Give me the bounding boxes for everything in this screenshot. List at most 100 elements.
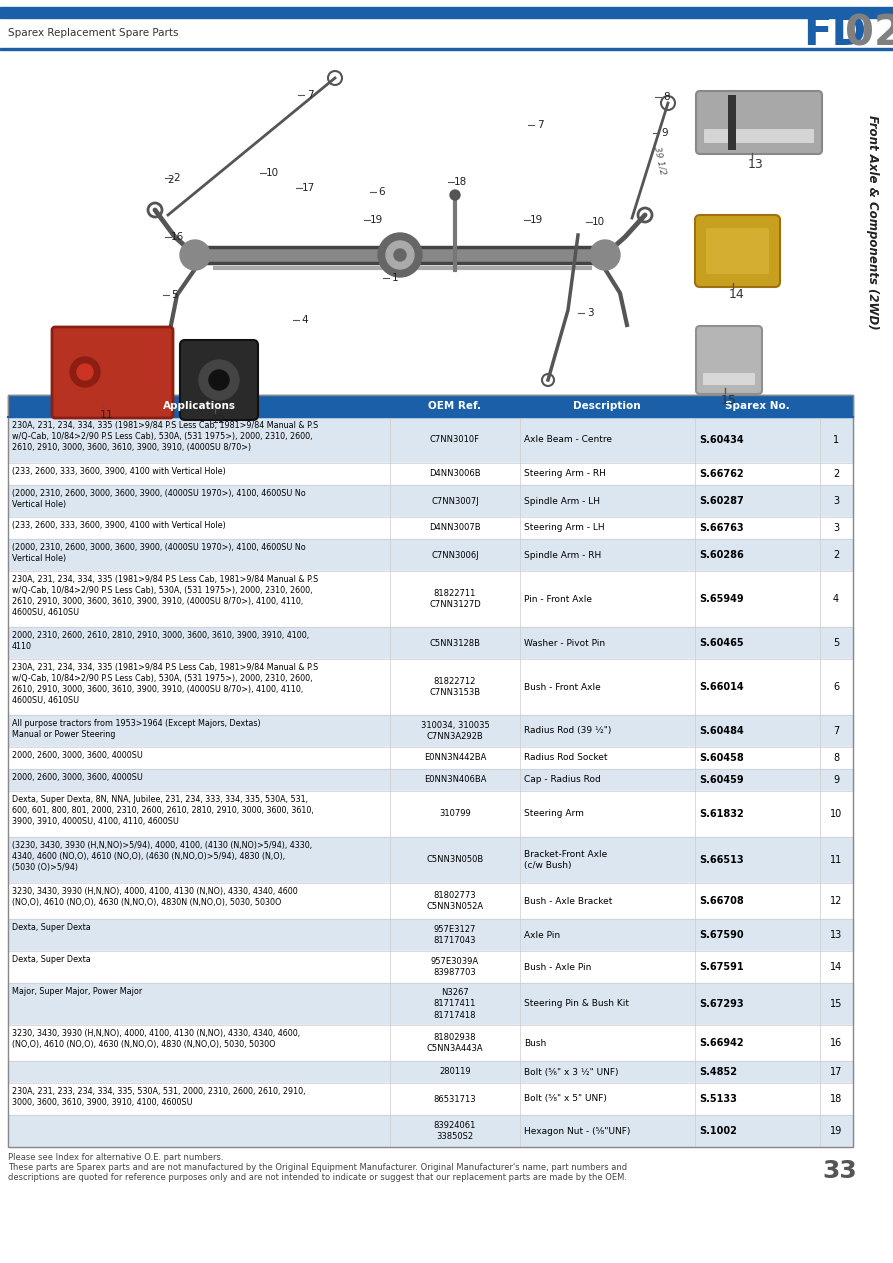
Circle shape bbox=[199, 360, 239, 400]
Bar bbox=[8, 883, 853, 919]
FancyBboxPatch shape bbox=[704, 129, 814, 143]
Text: 9: 9 bbox=[662, 128, 668, 138]
Text: 2000, 2310, 2600, 2610, 2810, 2910, 3000, 3600, 3610, 3900, 3910, 4100,
4110: 2000, 2310, 2600, 2610, 2810, 2910, 3000… bbox=[12, 632, 309, 652]
Bar bbox=[8, 919, 853, 951]
Text: S.60287: S.60287 bbox=[699, 496, 744, 506]
Text: Bush - Axle Pin: Bush - Axle Pin bbox=[524, 962, 591, 971]
Text: Dexta, Super Dexta: Dexta, Super Dexta bbox=[12, 955, 91, 964]
Text: 310034, 310035
C7NN3A292B: 310034, 310035 C7NN3A292B bbox=[421, 721, 489, 741]
Text: 10: 10 bbox=[265, 168, 279, 178]
Circle shape bbox=[70, 357, 100, 386]
Text: 9: 9 bbox=[833, 775, 839, 786]
Text: 19: 19 bbox=[530, 215, 543, 225]
Text: Radius Rod Socket: Radius Rod Socket bbox=[524, 754, 607, 763]
Text: Sparex Replacement Spare Parts: Sparex Replacement Spare Parts bbox=[8, 28, 179, 38]
Text: All purpose tractors from 1953>1964 (Except Majors, Dextas)
Manual or Power Stee: All purpose tractors from 1953>1964 (Exc… bbox=[12, 719, 261, 739]
Text: 310799: 310799 bbox=[439, 810, 471, 818]
Bar bbox=[8, 395, 853, 1147]
Text: Steering Pin & Bush Kit: Steering Pin & Bush Kit bbox=[524, 999, 629, 1008]
Text: 3230, 3430, 3930 (H,N,NO), 4000, 4100, 4130 (N,NO), 4330, 4340, 4600
(NO,O), 461: 3230, 3430, 3930 (H,N,NO), 4000, 4100, 4… bbox=[12, 887, 297, 907]
Bar bbox=[8, 571, 853, 626]
Text: Bush: Bush bbox=[524, 1038, 547, 1047]
Text: 3: 3 bbox=[587, 308, 593, 318]
Bar bbox=[8, 983, 853, 1026]
Text: 2: 2 bbox=[173, 173, 180, 183]
Bar bbox=[8, 746, 853, 769]
Text: S.60434: S.60434 bbox=[699, 434, 744, 445]
Text: C5NN3128B: C5NN3128B bbox=[430, 639, 480, 648]
Bar bbox=[8, 395, 853, 417]
FancyBboxPatch shape bbox=[703, 373, 755, 385]
Text: 81802938
C5NN3A443A: 81802938 C5NN3A443A bbox=[427, 1033, 483, 1053]
Text: S.66513: S.66513 bbox=[699, 855, 744, 865]
Circle shape bbox=[590, 240, 620, 270]
Text: 83924061
33850S2: 83924061 33850S2 bbox=[434, 1122, 476, 1140]
Text: These parts are Sparex parts and are not manufactured by the Original Equipment : These parts are Sparex parts and are not… bbox=[8, 1163, 627, 1172]
Text: 15: 15 bbox=[830, 999, 842, 1009]
Text: descriptions are quoted for reference purposes only and are not intended to indi: descriptions are quoted for reference pu… bbox=[8, 1173, 627, 1182]
Bar bbox=[8, 417, 853, 464]
Text: 11: 11 bbox=[830, 855, 842, 865]
Text: 86531713: 86531713 bbox=[434, 1095, 476, 1104]
Text: 3230, 3430, 3930 (H,N,NO), 4000, 4100, 4130 (N,NO), 4330, 4340, 4600,
(NO,O), 46: 3230, 3430, 3930 (H,N,NO), 4000, 4100, 4… bbox=[12, 1029, 300, 1050]
Text: S.60286: S.60286 bbox=[699, 549, 744, 560]
Text: 33: 33 bbox=[822, 1159, 857, 1183]
Bar bbox=[8, 1026, 853, 1061]
Text: 11: 11 bbox=[100, 410, 114, 421]
Text: Bush - Axle Bracket: Bush - Axle Bracket bbox=[524, 897, 613, 906]
Text: Bolt (⁵⁄₆" x 3 ½" UNF): Bolt (⁵⁄₆" x 3 ½" UNF) bbox=[524, 1067, 619, 1076]
Text: Description: Description bbox=[573, 400, 641, 410]
Text: Steering Arm - LH: Steering Arm - LH bbox=[524, 523, 605, 533]
Text: 10: 10 bbox=[830, 810, 842, 818]
Text: C7NN3006J: C7NN3006J bbox=[431, 551, 479, 560]
Bar bbox=[0, 0, 893, 8]
Text: 12: 12 bbox=[830, 895, 842, 906]
FancyBboxPatch shape bbox=[695, 215, 780, 287]
Bar bbox=[8, 769, 853, 791]
Text: C7NN3010F: C7NN3010F bbox=[430, 436, 480, 445]
Text: 957E3039A
83987703: 957E3039A 83987703 bbox=[431, 957, 479, 978]
Text: S.66762: S.66762 bbox=[699, 469, 744, 479]
Text: Dexta, Super Dexta: Dexta, Super Dexta bbox=[12, 923, 91, 932]
Text: S.67590: S.67590 bbox=[699, 930, 744, 940]
Bar bbox=[0, 18, 893, 48]
Bar bbox=[8, 715, 853, 746]
Text: 16: 16 bbox=[171, 232, 184, 242]
Text: 81822712
C7NN3153B: 81822712 C7NN3153B bbox=[430, 677, 480, 697]
Circle shape bbox=[392, 260, 408, 277]
FancyBboxPatch shape bbox=[706, 229, 769, 274]
Circle shape bbox=[392, 234, 408, 250]
Text: 7: 7 bbox=[833, 726, 839, 736]
Text: S.67293: S.67293 bbox=[699, 999, 744, 1009]
Text: 2000, 2600, 3000, 3600, 4000SU: 2000, 2600, 3000, 3600, 4000SU bbox=[12, 751, 143, 760]
Circle shape bbox=[394, 249, 406, 261]
Text: 3: 3 bbox=[833, 523, 839, 533]
Text: 1: 1 bbox=[833, 434, 839, 445]
Circle shape bbox=[209, 370, 229, 390]
Bar bbox=[8, 659, 853, 715]
Text: S.4852: S.4852 bbox=[699, 1067, 737, 1077]
Text: 5: 5 bbox=[833, 638, 839, 648]
Text: C5NN3N050B: C5NN3N050B bbox=[426, 855, 484, 864]
Bar bbox=[8, 1115, 853, 1147]
Text: S.65949: S.65949 bbox=[699, 594, 744, 604]
Text: 230A, 231, 233, 234, 334, 335, 530A, 531, 2000, 2310, 2600, 2610, 2910,
3000, 36: 230A, 231, 233, 234, 334, 335, 530A, 531… bbox=[12, 1087, 305, 1108]
Text: 13: 13 bbox=[748, 158, 764, 172]
Bar bbox=[0, 51, 893, 395]
Text: 2000, 2600, 3000, 3600, 4000SU: 2000, 2600, 3000, 3600, 4000SU bbox=[12, 773, 143, 782]
Text: S.61832: S.61832 bbox=[699, 810, 744, 818]
Text: Front Axle & Components (2WD): Front Axle & Components (2WD) bbox=[866, 115, 880, 330]
Text: (233, 2600, 333, 3600, 3900, 4100 with Vertical Hole): (233, 2600, 333, 3600, 3900, 4100 with V… bbox=[12, 467, 226, 476]
Text: Hexagon Nut - (⁵⁄₈"UNF): Hexagon Nut - (⁵⁄₈"UNF) bbox=[524, 1127, 630, 1135]
Circle shape bbox=[450, 189, 460, 200]
Text: 957E3127
81717043: 957E3127 81717043 bbox=[434, 925, 476, 945]
Text: 39 1/2: 39 1/2 bbox=[653, 145, 667, 176]
Text: 230A, 231, 234, 334, 335 (1981>9/84 P.S Less Cab, 1981>9/84 Manual & P.S
w/Q-Cab: 230A, 231, 234, 334, 335 (1981>9/84 P.S … bbox=[12, 663, 318, 705]
Text: (2000, 2310, 2600, 3000, 3600, 3900, (4000SU 1970>), 4100, 4600SU No
Vertical Ho: (2000, 2310, 2600, 3000, 3600, 3900, (40… bbox=[12, 543, 305, 563]
Text: Sparex No.: Sparex No. bbox=[724, 400, 789, 410]
Text: 8: 8 bbox=[833, 753, 839, 763]
Text: 1: 1 bbox=[392, 273, 398, 283]
Text: 19: 19 bbox=[830, 1127, 842, 1135]
FancyBboxPatch shape bbox=[696, 91, 822, 154]
Text: 7: 7 bbox=[306, 90, 313, 100]
